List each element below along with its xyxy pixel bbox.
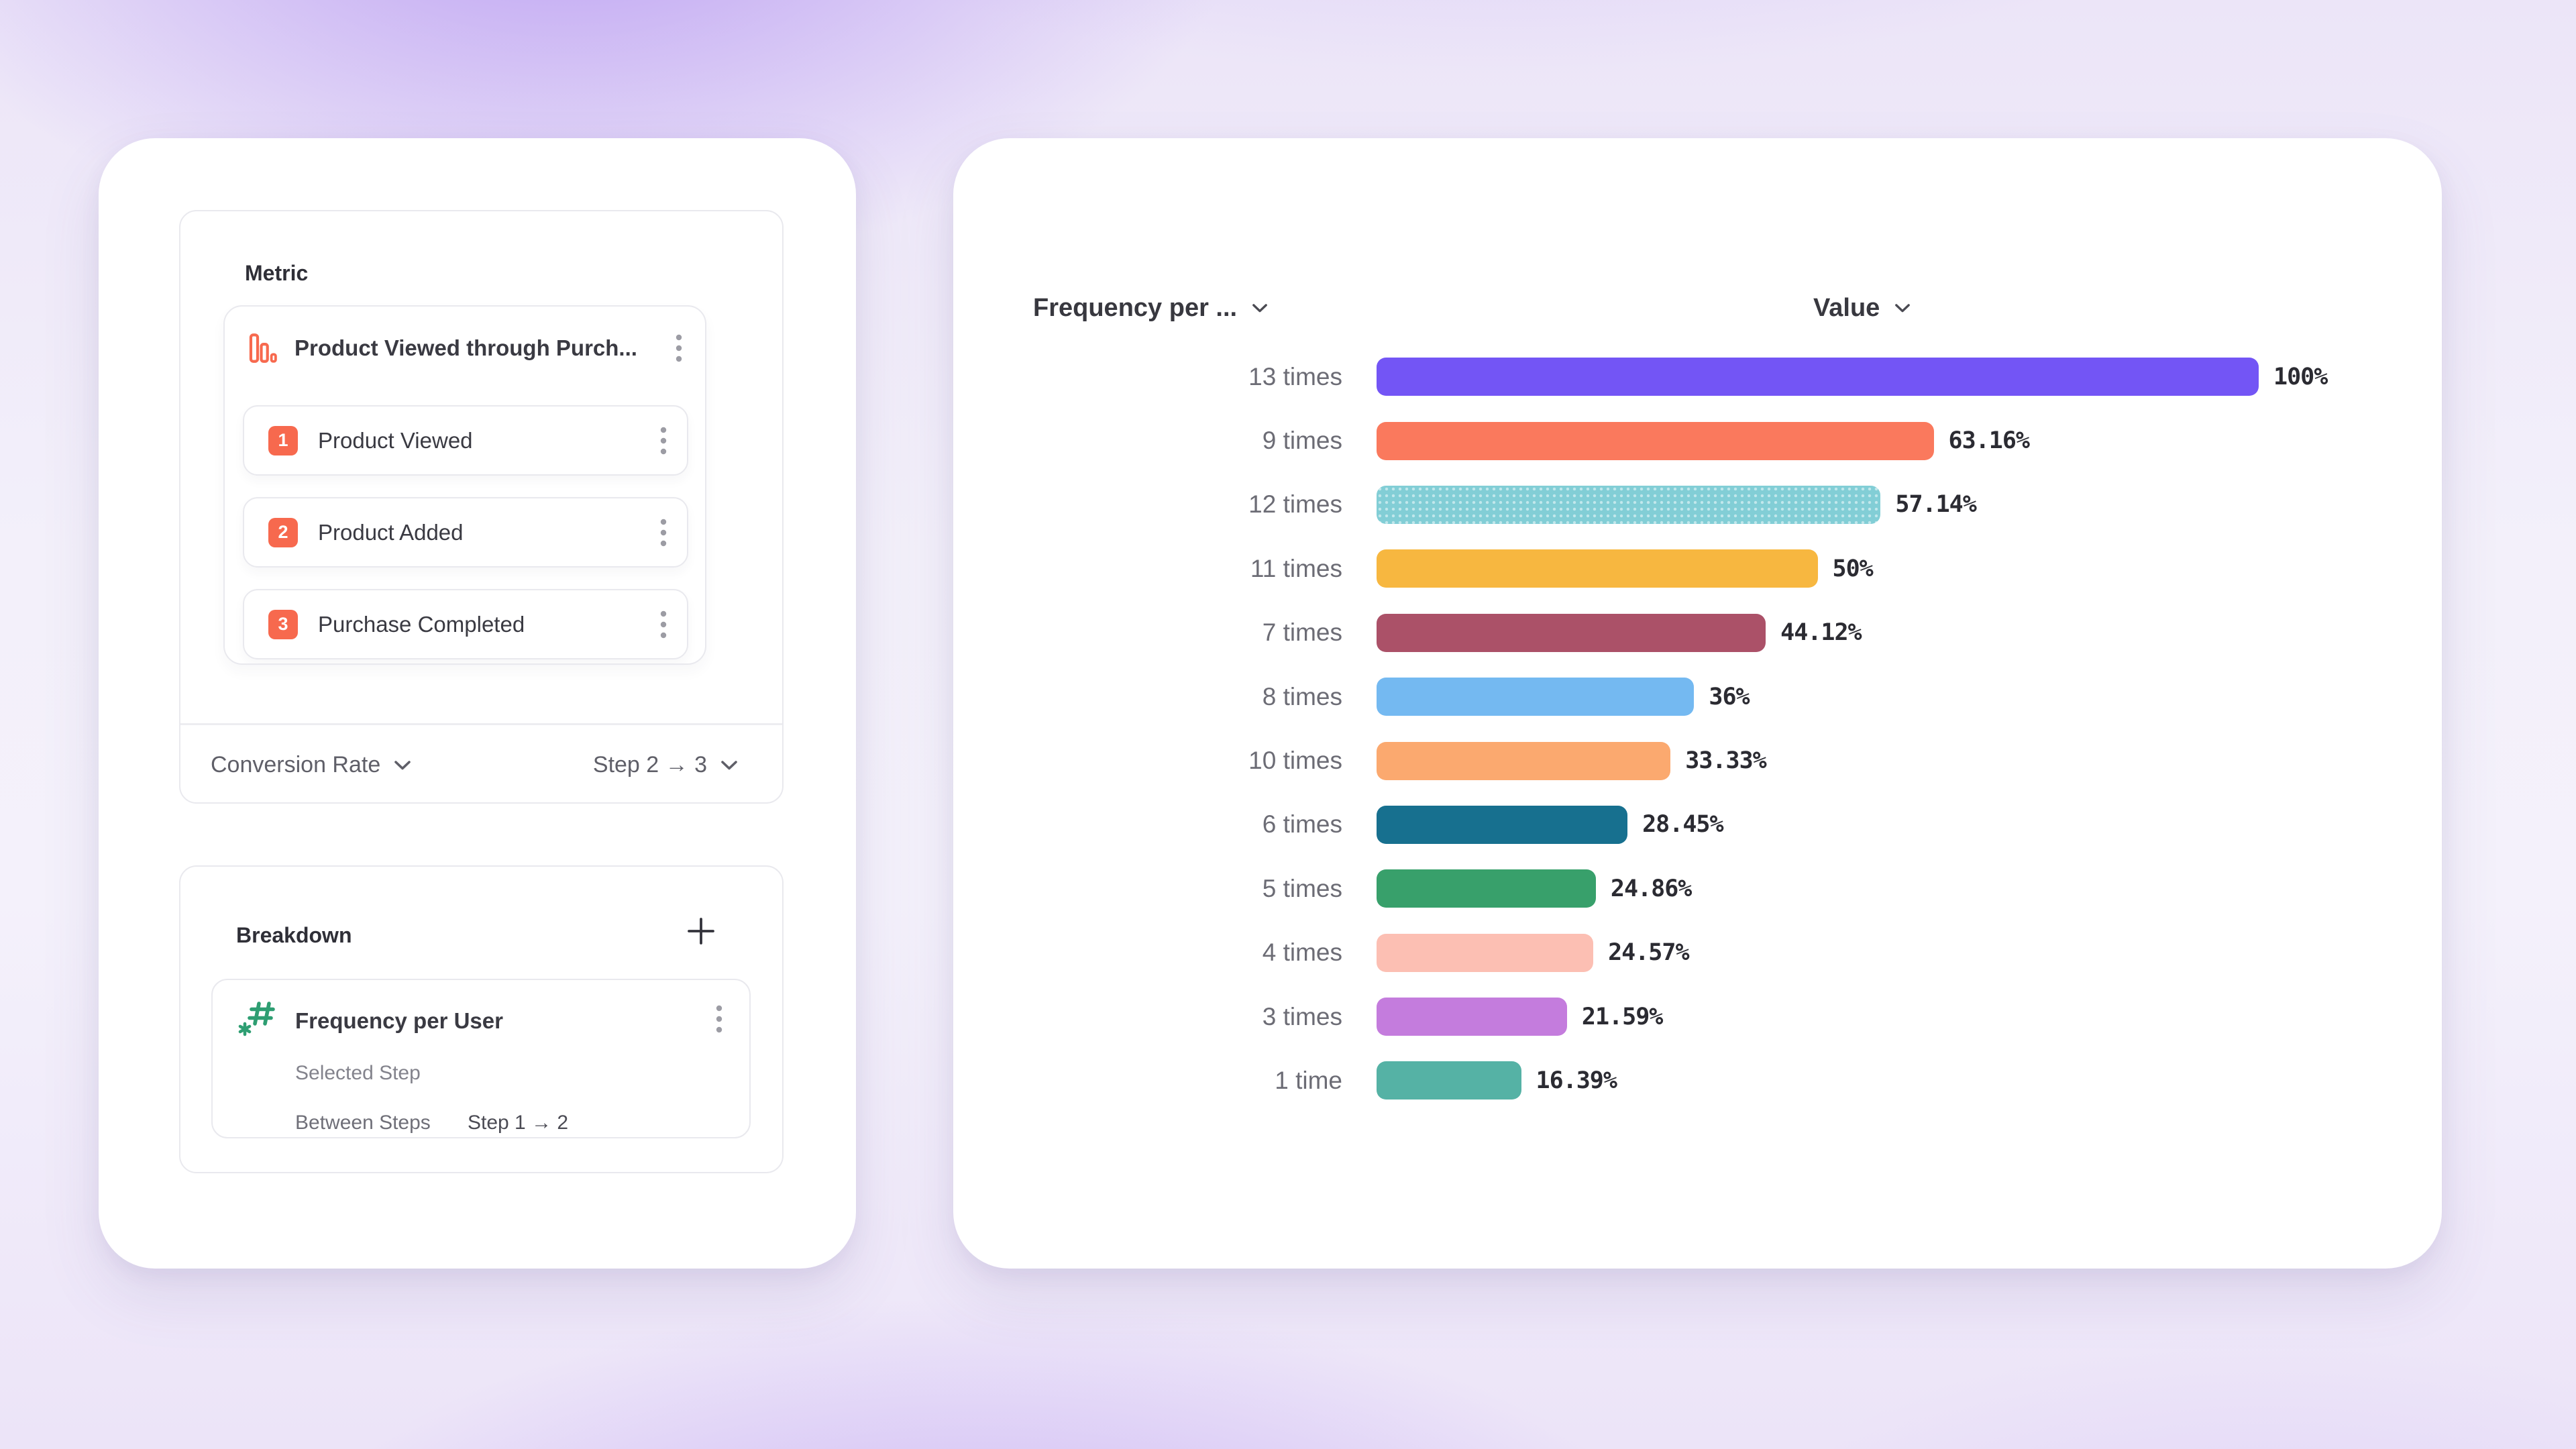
metric-section: Metric Product Viewed through Purch... 1… [179, 210, 784, 804]
category-column-label: Frequency per ... [1033, 294, 1238, 322]
bar[interactable] [1377, 998, 1567, 1036]
bar-category-label: 5 times [1262, 874, 1342, 902]
bar[interactable] [1377, 805, 1628, 844]
step-label: Product Added [318, 519, 464, 545]
bar[interactable] [1377, 933, 1594, 972]
step-number-badge: 2 [268, 517, 298, 547]
chart-row: 10 times 33.33% [953, 729, 2442, 792]
between-steps-option[interactable]: Between Steps [295, 1112, 431, 1134]
breakdown-property-card[interactable]: Frequency per User Selected Step Between… [211, 979, 751, 1138]
funnel-name: Product Viewed through Purch... [294, 335, 637, 360]
kebab-menu-icon[interactable] [660, 426, 667, 455]
chart-row: 12 times 57.14% [953, 473, 2442, 537]
chevron-down-icon [721, 760, 737, 769]
chart-row: 6 times 28.45% [953, 793, 2442, 857]
plus-icon [688, 918, 714, 945]
chart-row: 5 times 24.86% [953, 857, 2442, 920]
bar-category-label: 6 times [1262, 810, 1342, 839]
breakdown-section-title: Breakdown [236, 923, 352, 947]
step-label: Purchase Completed [318, 611, 525, 637]
step-range-label: Step 2 → 3 [592, 752, 707, 777]
bar-value-label: 21.59% [1581, 1003, 1663, 1030]
bar-category-label: 11 times [1250, 554, 1342, 582]
bar-value-label: 36% [1709, 683, 1750, 710]
bar-chart: 13 times 100% 9 times 63.16% 12 times 57.14% 1… [953, 345, 2442, 1113]
step-range-dropdown[interactable]: Step 2 → 3 [593, 752, 738, 778]
value-column-header[interactable]: Value [1813, 294, 1911, 323]
step-label: Product Viewed [318, 427, 473, 453]
bar-category-label: 8 times [1262, 682, 1342, 710]
chart-row: 13 times 100% [953, 345, 2442, 409]
bar-category-label: 10 times [1248, 747, 1342, 775]
bar[interactable] [1377, 421, 1934, 460]
kebab-menu-icon[interactable] [660, 610, 667, 639]
bar[interactable] [1377, 678, 1695, 716]
kebab-menu-icon[interactable] [660, 518, 667, 547]
funnel-bars-icon [249, 333, 277, 363]
bar-value-label: 33.33% [1685, 747, 1766, 775]
category-column-header[interactable]: Frequency per ... [1033, 294, 1268, 323]
funnel-step-product-added[interactable]: 2 Product Added [243, 497, 688, 568]
kebab-menu-icon[interactable] [676, 333, 682, 363]
value-column-label: Value [1813, 294, 1880, 322]
bar-value-label: 28.45% [1642, 811, 1723, 839]
funnel-card[interactable]: Product Viewed through Purch... 1 Produc… [223, 305, 706, 665]
chevron-down-icon [394, 760, 411, 769]
bar-category-label: 3 times [1262, 1002, 1342, 1030]
selected-step-option[interactable]: Selected Step [295, 1062, 421, 1084]
metric-builder-panel: Metric Product Viewed through Purch... 1… [99, 138, 856, 1269]
funnel-step-product-viewed[interactable]: 1 Product Viewed [243, 405, 688, 476]
bar-category-label: 7 times [1262, 619, 1342, 647]
chevron-down-icon [1252, 304, 1267, 313]
bar-category-label: 9 times [1262, 427, 1342, 455]
section-divider [180, 723, 782, 725]
numeric-property-icon [238, 1002, 275, 1036]
bar-category-label: 4 times [1262, 938, 1342, 967]
bar-value-label: 100% [2273, 363, 2328, 390]
chevron-down-icon [1895, 304, 1911, 313]
bar[interactable] [1377, 1061, 1521, 1100]
bar-category-label: 13 times [1248, 362, 1342, 390]
bar[interactable] [1377, 549, 1818, 588]
bar-value-label: 63.16% [1948, 427, 2030, 455]
chart-row: 11 times 50% [953, 537, 2442, 600]
step-number-badge: 3 [268, 609, 298, 639]
chart-row: 8 times 36% [953, 665, 2442, 729]
bar[interactable] [1377, 869, 1596, 908]
bar[interactable] [1377, 613, 1766, 652]
conversion-rate-label: Conversion Rate [211, 752, 381, 777]
bar-category-label: 1 time [1275, 1066, 1342, 1094]
between-steps-value[interactable]: Step 1 → 2 [468, 1112, 569, 1134]
kebab-menu-icon[interactable] [716, 1004, 722, 1034]
add-breakdown-button[interactable] [685, 915, 717, 947]
conversion-rate-dropdown[interactable]: Conversion Rate [211, 752, 411, 778]
bar-value-label: 50% [1832, 555, 1874, 582]
bar-value-label: 44.12% [1780, 619, 1862, 647]
funnel-step-purchase-completed[interactable]: 3 Purchase Completed [243, 589, 688, 659]
bar-value-label: 16.39% [1536, 1067, 1617, 1094]
chart-row: 9 times 63.16% [953, 409, 2442, 472]
bar-value-label: 24.86% [1610, 875, 1692, 902]
bar-category-label: 12 times [1248, 490, 1342, 519]
bar[interactable] [1377, 741, 1671, 780]
chart-row: 3 times 21.59% [953, 985, 2442, 1049]
bar-value-label: 57.14% [1895, 491, 1976, 519]
bar[interactable] [1377, 358, 2259, 396]
step-number-badge: 1 [268, 425, 298, 455]
breakdown-property-name: Frequency per User [295, 1008, 503, 1033]
metric-section-title: Metric [245, 261, 309, 285]
funnel-header: Product Viewed through Purch... [225, 307, 705, 386]
breakdown-section: Breakdown Frequency per User Selected St… [179, 865, 784, 1173]
chart-row: 7 times 44.12% [953, 601, 2442, 665]
bar[interactable] [1377, 485, 1881, 524]
chart-panel: Frequency per ... Value 13 times 100% 9 ti… [953, 138, 2442, 1269]
chart-row: 4 times 24.57% [953, 921, 2442, 985]
chart-row: 1 time 16.39% [953, 1049, 2442, 1112]
bar-value-label: 24.57% [1608, 939, 1689, 967]
